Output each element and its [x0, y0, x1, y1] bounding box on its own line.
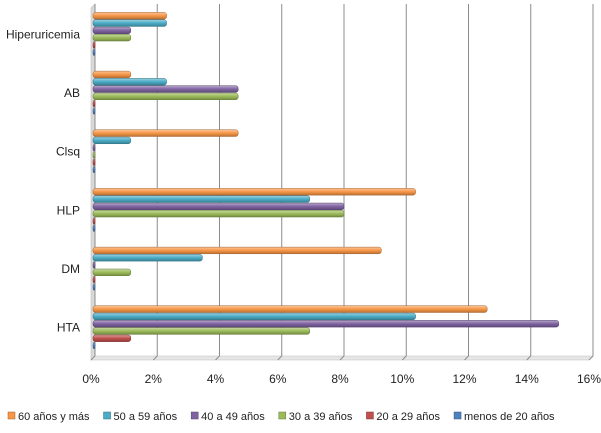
bar: Clsq – 30 a 39 años: 0% — [92, 151, 96, 159]
bar: AB – 60 años y más: 1.15% — [92, 70, 132, 79]
bar: AB – menos de 20 años: 0% — [92, 107, 96, 115]
bar: DM – 20 a 29 años: 0% — [92, 276, 96, 284]
gridline-depth — [152, 355, 158, 361]
axis-layer: 0% 2% 4% 6% 8% 10% 12% 14% 16% HTA DM HLP Clsq AB Hipe… — [6, 27, 601, 386]
legend-swatch — [366, 411, 374, 420]
x-tick-label: 10% — [390, 372, 414, 386]
bar: DM – 30 a 39 años: 1.15% — [92, 268, 132, 276]
bar: HLP – 40 a 49 años: 8% — [92, 202, 345, 210]
legend-swatch — [7, 411, 16, 420]
bar: HTA – 20 a 29 años: 1.15% — [92, 334, 132, 342]
bar: HLP – 60 años y más: 10.3% — [92, 188, 416, 196]
legend-label: 50 a 59 años — [114, 411, 178, 423]
x-tick-label: 14% — [515, 372, 539, 386]
bar: HTA – 60 años y más: 12.6% — [92, 305, 488, 313]
bar: HLP – 30 a 39 años: 8% — [92, 210, 345, 218]
bar: Hiperuricemia – 30 a 39 años: 1.15% — [92, 34, 132, 42]
bar: Clsq – 20 a 29 años: 0% — [92, 158, 96, 166]
x-tick-label: 12% — [452, 372, 476, 386]
bar: Hiperuricemia – 20 a 29 años: 0% — [92, 41, 96, 49]
y-tick-label: HLP — [57, 203, 80, 217]
bar-layer: HTA – menos de 20 años: 0%HTA – 20 a 29 … — [92, 12, 560, 350]
x-tick-label: 6% — [269, 372, 287, 386]
bar: Clsq – 60 años y más: 4.6% — [92, 129, 239, 137]
bar: Clsq – 50 a 59 años: 1.15% — [92, 136, 132, 145]
bar: AB – 50 a 59 años: 2.3% — [92, 78, 167, 86]
bar: Hiperuricemia – 50 a 59 años: 2.3% — [92, 19, 167, 27]
bar: Hiperuricemia – 60 años y más: 2.3% — [92, 12, 167, 20]
gridline-depth — [215, 355, 220, 361]
y-tick-label: HTA — [57, 321, 80, 335]
gridline-depth — [526, 355, 532, 361]
legend-swatch — [190, 411, 199, 420]
bar: AB – 40 a 49 años: 4.6% — [92, 85, 239, 93]
bar: DM – 40 a 49 años: 0% — [92, 261, 96, 269]
gridline-depth — [339, 355, 345, 361]
bar: Clsq – 40 a 49 años: 0% — [92, 144, 96, 152]
legend-label: 30 a 39 años — [289, 411, 353, 423]
bar: AB – 30 a 39 años: 4.6% — [92, 92, 239, 100]
legend-label: 60 años y más — [18, 411, 90, 423]
grid-layer — [90, 3, 594, 361]
x-tick-label: 2% — [145, 372, 163, 386]
bar: Hiperuricemia – 40 a 49 años: 1.15% — [92, 26, 132, 34]
bar: HLP – menos de 20 años: 0% — [92, 224, 96, 232]
legend-label: menos de 20 años — [464, 411, 555, 423]
legend-label: 20 a 29 años — [376, 411, 440, 423]
gridline-depth — [277, 355, 283, 361]
legend: 60 años y más 50 a 59 años 40 a 49 años 30 … — [7, 411, 555, 423]
y-tick-label: DM — [61, 262, 80, 276]
bar: HTA – 30 a 39 años: 6.9% — [92, 327, 311, 335]
legend-label: 40 a 49 años — [201, 411, 265, 423]
gridline-depth — [588, 355, 594, 361]
gridline-depth — [464, 355, 469, 361]
x-tick-label: 16% — [577, 372, 601, 386]
bar: HLP – 50 a 59 años: 6.9% — [92, 195, 311, 203]
legend-swatch — [103, 411, 111, 420]
bar: HTA – 40 a 49 años: 14.9% — [92, 320, 560, 328]
bar: AB – 20 a 29 años: 0% — [92, 100, 96, 108]
bar: HTA – 50 a 59 años: 10.3% — [92, 312, 416, 321]
bar: Hiperuricemia – menos de 20 años: 0% — [92, 48, 96, 56]
x-tick-label: 8% — [331, 372, 349, 386]
bar: DM – menos de 20 años: 0% — [92, 283, 96, 291]
legend-swatch — [453, 411, 462, 420]
x-tick-label: 4% — [207, 372, 225, 386]
y-tick-label: AB — [64, 86, 80, 100]
gridline-depth — [401, 355, 407, 361]
bar: HLP – 20 a 29 años: 0% — [92, 217, 96, 225]
legend-swatch — [278, 411, 287, 420]
y-tick-label: Clsq — [56, 145, 80, 159]
gridline-depth — [90, 355, 96, 361]
bar: Clsq – menos de 20 años: 0% — [92, 166, 96, 174]
bar: DM – 60 años y más: 9.2% — [92, 246, 382, 255]
bar: DM – 50 a 59 años: 3.45% — [92, 254, 203, 262]
bar: HTA – menos de 20 años: 0% — [92, 342, 96, 350]
y-tick-label: Hiperuricemia — [6, 27, 80, 41]
x-tick-label: 0% — [82, 372, 100, 386]
